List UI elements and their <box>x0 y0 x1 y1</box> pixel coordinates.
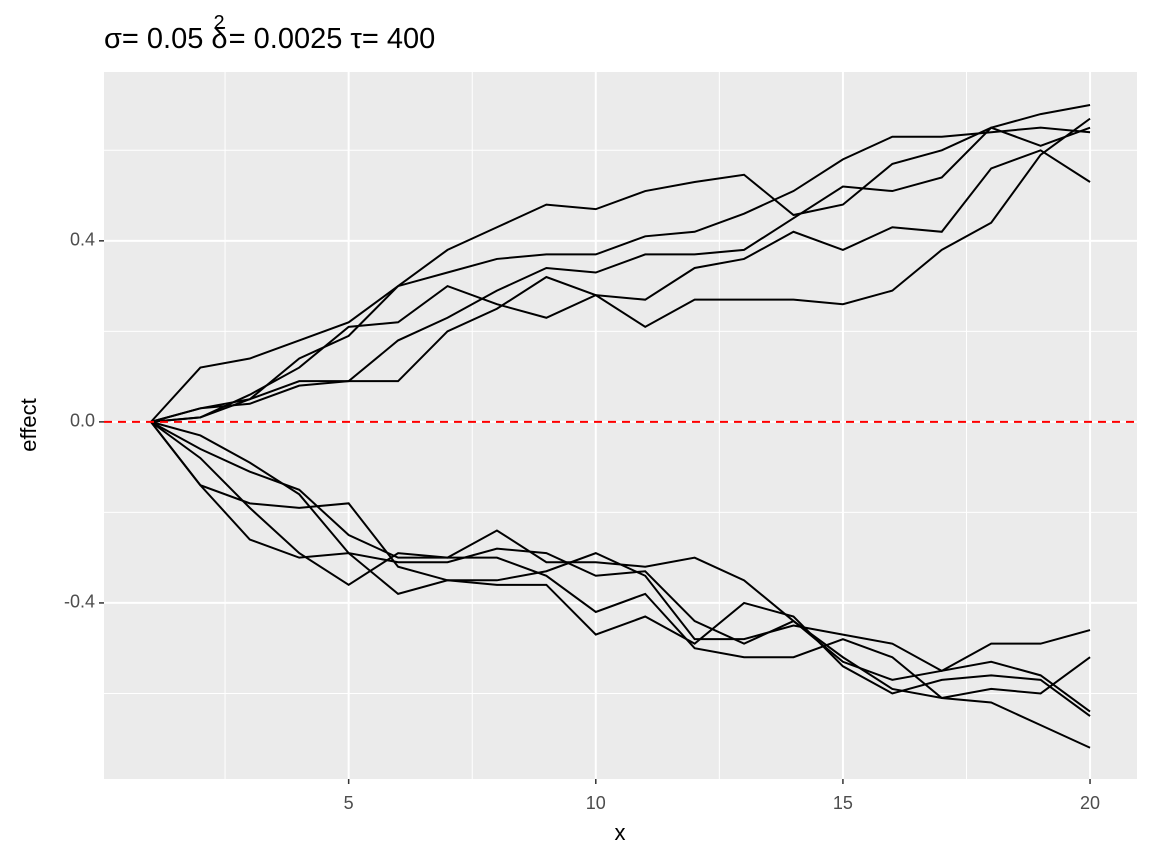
title-superscript: 2 <box>214 12 225 34</box>
x-tick-label: 5 <box>344 793 354 813</box>
x-tick-label: 15 <box>833 793 853 813</box>
x-tick-label: 10 <box>586 793 606 813</box>
series-line <box>150 104 1091 423</box>
series-line <box>150 421 1091 717</box>
title-part: = 0.0025 τ= 400 <box>229 23 436 55</box>
series-line <box>150 421 1091 699</box>
series-line <box>150 420 1091 713</box>
x-tick-label: 20 <box>1080 793 1100 813</box>
series-line <box>150 126 1091 423</box>
series-line <box>150 149 1091 423</box>
series-line <box>150 421 1091 749</box>
y-tick-label: 0.0 <box>70 411 95 431</box>
y-tick-label: 0.4 <box>70 230 95 250</box>
series-line <box>150 117 1091 423</box>
y-axis-title: effect <box>16 398 41 451</box>
chart-title: σ= 0.05 δ2 = 0.0025 τ= 400 <box>104 12 435 54</box>
panel <box>104 72 1137 779</box>
y-tick-label: -0.4 <box>64 592 95 612</box>
x-axis-title: x <box>615 820 626 845</box>
series-line <box>150 126 1091 423</box>
title-part: σ= 0.05 δ <box>104 23 228 55</box>
